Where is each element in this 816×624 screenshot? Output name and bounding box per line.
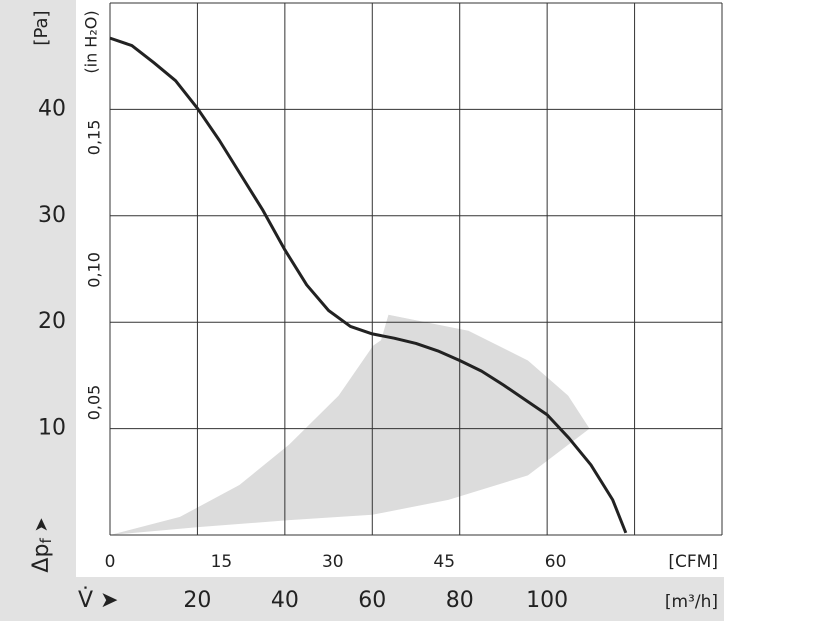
y-tick-label: 40 — [38, 96, 66, 121]
operating-region — [110, 314, 590, 535]
y-unit: [Pa] — [31, 10, 52, 45]
x2-unit: [CFM] — [668, 552, 718, 572]
x2-tick-label: 45 — [433, 552, 455, 572]
series-line — [109, 36, 628, 534]
x-tick-label: 40 — [271, 588, 299, 613]
x-tick-label: 100 — [526, 588, 568, 613]
x-tick-label: 20 — [183, 588, 211, 613]
y-tick-label: 10 — [38, 416, 66, 441]
y-symbol: Δpf ➤ — [29, 517, 55, 572]
x2-tick-label: 15 — [211, 552, 233, 572]
y-tick-label: 20 — [38, 309, 66, 334]
y2-unit: (in H₂O) — [82, 10, 101, 73]
x2-tick-label: 0 — [105, 552, 116, 572]
plot — [109, 2, 723, 536]
y2-tick-label: 0,15 — [85, 120, 104, 156]
x-tick-label: 80 — [446, 588, 474, 613]
y-symbol-arrow: ➤ — [31, 517, 52, 538]
bottom-band — [0, 577, 724, 621]
y-symbol-sub: f — [37, 538, 55, 544]
x-unit: [m³/h] — [665, 592, 718, 612]
y2-tick-label: 0,10 — [85, 252, 104, 288]
y2-tick-label: 0,05 — [85, 385, 104, 421]
y-tick-label: 30 — [38, 203, 66, 228]
x2-tick-label: 30 — [322, 552, 344, 572]
x-symbol: V̇ ➤ — [78, 587, 118, 613]
x-tick-label: 60 — [358, 588, 386, 613]
left-band — [0, 0, 76, 577]
x2-tick-label: 60 — [545, 552, 567, 572]
y-symbol-main: Δp — [29, 544, 54, 573]
